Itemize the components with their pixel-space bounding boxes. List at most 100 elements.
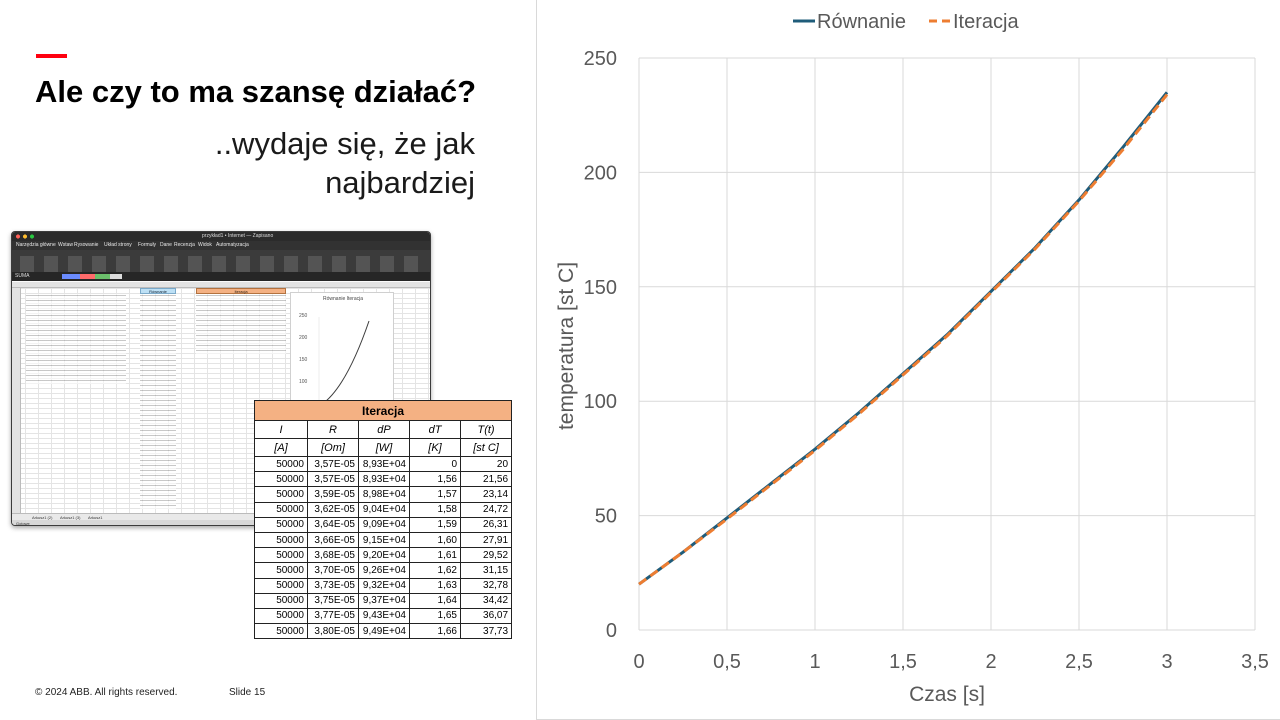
x-tick-label: 2: [985, 651, 996, 673]
table-row: 50000 3,80E-05 9,49E+04 1,66 37,73: [254, 623, 513, 640]
column-headers: [12, 282, 430, 288]
excel-statusbar: Gotowe: [12, 520, 430, 526]
excel-menu-item: Automatyzacja: [216, 242, 249, 248]
sheet-tab: Arkusz1 (3): [60, 515, 81, 520]
y-tick-label: 150: [584, 277, 617, 299]
unit-header: [W]: [358, 438, 410, 457]
table-cell: 50000: [254, 547, 308, 564]
excel-ribbon: [12, 250, 430, 280]
table-cell: 3,77E-05: [307, 607, 359, 625]
excel-menu-item: Rysowanie: [74, 242, 99, 248]
excel-menu-item: Widok: [198, 242, 212, 248]
table-row: 50000 3,59E-05 8,98E+04 1,57 23,14: [254, 486, 513, 503]
iteration-cells: [196, 294, 286, 354]
table-cell: 50000: [254, 623, 308, 640]
table-cell: 1,63: [409, 577, 461, 594]
table-cell: 50000: [254, 471, 308, 488]
table-cell: 1,58: [409, 501, 461, 518]
table-row: 50000 3,57E-05 8,93E+04 0 20: [254, 455, 513, 473]
table-cell: 1,59: [409, 516, 461, 533]
table-cell: 50000: [254, 592, 308, 609]
excel-menu-item: Formuły: [138, 242, 157, 248]
table-cell: 1,65: [409, 607, 461, 625]
slide-subtitle: ..wydaje się, że jak najbardziej: [215, 124, 475, 202]
table-row: 50000 3,57E-05 8,93E+04 1,56 21,56: [254, 471, 513, 488]
table-cell: 21,56: [459, 471, 513, 488]
table-cell: 9,37E+04: [358, 592, 410, 609]
table-row: 50000 3,77E-05 9,43E+04 1,65 36,07: [254, 607, 513, 625]
mini-chart-ytick: 200: [299, 335, 308, 341]
table-cell: 9,09E+04: [358, 516, 410, 533]
table-cell: 32,78: [459, 577, 513, 594]
x-tick-label: 0,5: [713, 651, 741, 673]
table-cell: 3,68E-05: [307, 547, 359, 564]
mini-chart-plot: [318, 317, 370, 405]
table-cell: 50000: [254, 607, 308, 625]
x-tick-label: 1,5: [889, 651, 917, 673]
table-cell: 20: [459, 455, 513, 473]
table-cell: 50000: [254, 486, 308, 503]
excel-menu-item: Układ strony: [104, 242, 132, 248]
formula-text: [62, 274, 122, 279]
table-row: 50000 3,70E-05 9,26E+04 1,62 31,15: [254, 562, 513, 579]
table-cell: 37,73: [459, 623, 513, 640]
table-cell: 3,70E-05: [307, 562, 359, 579]
table-cell: 50000: [254, 562, 308, 579]
x-tick-label: 0: [633, 651, 644, 673]
excel-window-title: przykład1 • Internet — Zapisano: [202, 233, 274, 239]
table-row: 50000 3,73E-05 9,32E+04 1,63 32,78: [254, 577, 513, 594]
table-cell: 27,91: [459, 531, 513, 549]
table-cell: 36,07: [459, 607, 513, 625]
y-tick-label: 100: [584, 391, 617, 413]
slide-title: Ale czy to ma szansę działać?: [35, 74, 477, 109]
subtitle-line-1: ..wydaje się, że jak: [214, 126, 475, 161]
mini-chart-ytick: 150: [299, 357, 308, 363]
status-text: Gotowe: [16, 521, 30, 526]
row-headers: [12, 288, 21, 513]
accent-bar: [36, 54, 67, 58]
input-cells: [26, 294, 126, 384]
x-tick-label: 3: [1161, 651, 1172, 673]
y-tick-label: 0: [606, 620, 617, 642]
table-cell: 9,15E+04: [358, 531, 410, 549]
table-row: 50000 3,75E-05 9,37E+04 1,64 34,42: [254, 592, 513, 609]
table-cell: 50000: [254, 531, 308, 549]
table-cell: 1,60: [409, 531, 461, 549]
table-cell: 3,59E-05: [307, 486, 359, 503]
subtitle-line-2: najbardziej: [325, 165, 475, 200]
sheet-tab: Arkusz1 (2): [32, 515, 53, 520]
legend-label: Iteracja: [953, 11, 1019, 33]
sheet-tabs: Arkusz1 (2) Arkusz1 (3) Arkusz1: [12, 513, 430, 520]
iteration-table-units: [A] [Om] [W] [K] [st C]: [254, 438, 513, 457]
cell-reference: SUMA: [15, 273, 30, 279]
window-controls-icon: [16, 234, 38, 239]
mini-chart-ytick: 250: [299, 313, 308, 319]
column-header: R: [307, 420, 359, 439]
iteration-table-body: 50000 3,57E-05 8,93E+04 0 20 50000 3,57E-05 8,9…: [254, 455, 513, 640]
equation-header: Równanie: [140, 288, 176, 294]
y-axis-label: temperatura [st C]: [555, 262, 578, 430]
mini-chart-ytick: 100: [299, 379, 308, 385]
table-row: 50000 3,68E-05 9,20E+04 1,61 29,52: [254, 547, 513, 564]
table-cell: 9,04E+04: [358, 501, 410, 518]
footer-copyright: © 2024 ABB. All rights reserved.: [35, 687, 178, 698]
table-cell: 1,64: [409, 592, 461, 609]
table-cell: 9,20E+04: [358, 547, 410, 564]
table-cell: 26,31: [459, 516, 513, 533]
table-cell: 1,61: [409, 547, 461, 564]
table-cell: 9,49E+04: [358, 623, 410, 640]
table-cell: 1,56: [409, 471, 461, 488]
mini-chart: Równanie Iteracja 250 200 150 100: [290, 292, 394, 405]
table-cell: 23,14: [459, 486, 513, 503]
table-cell: 0: [409, 455, 461, 473]
table-cell: 1,66: [409, 623, 461, 640]
table-cell: 3,75E-05: [307, 592, 359, 609]
table-cell: 9,43E+04: [358, 607, 410, 625]
table-row: 50000 3,62E-05 9,04E+04 1,58 24,72: [254, 501, 513, 518]
excel-menubar: Narzędzia główne Wstaw Rysowanie Układ s…: [12, 241, 430, 250]
column-header: T(t): [459, 420, 513, 439]
table-cell: 50000: [254, 455, 308, 473]
table-row: 50000 3,66E-05 9,15E+04 1,60 27,91: [254, 531, 513, 549]
table-cell: 1,57: [409, 486, 461, 503]
chart-svg: 0 0,5 1 1,5 2 2,5 3 3,5 0 50 100 150 200 250 Czas [s] t…: [555, 11, 1269, 706]
